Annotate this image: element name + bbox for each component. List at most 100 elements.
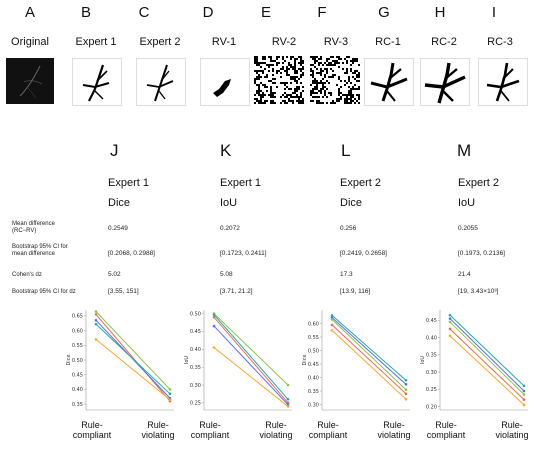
y-tick-label: 0.35 [190, 365, 201, 371]
xlabel-line: compliant [308, 430, 348, 440]
y-axis-label: IoU [184, 356, 190, 365]
data-point [522, 398, 526, 401]
thumbnail-rc-2 [420, 58, 470, 106]
y-tick-label: 0.35 [72, 402, 83, 408]
stat-cell: 0.2549 [108, 225, 128, 232]
stat-cell: [19, 3.43×10³] [458, 288, 499, 295]
xlabel-text: Rule-violating [364, 420, 424, 440]
y-tick-label: 0.40 [72, 387, 83, 393]
column-letter-m: M [457, 141, 472, 160]
series-line [213, 316, 289, 404]
data-point [168, 388, 172, 391]
data-point [286, 405, 290, 408]
y-tick-label: 0.45 [190, 329, 201, 335]
panel-title-d: RV-1 [211, 36, 237, 48]
y-tick-label: 0.50 [190, 311, 201, 317]
data-point [404, 378, 408, 382]
xlabel-line: compliant [72, 430, 112, 440]
column-metric-j: Dice [108, 197, 131, 209]
data-point [168, 398, 172, 402]
stat-cell: 21.4 [458, 271, 471, 278]
chart-l: 0.30 0.35 0.40 0.45 0.50 0.55 0.60 Dice [302, 310, 410, 411]
data-point [522, 393, 526, 396]
xlabel-line: violating [259, 430, 293, 440]
y-tick-label: 0.35 [308, 389, 319, 395]
thumbnail-original [6, 58, 54, 104]
y-tick-label: 0.25 [426, 387, 437, 393]
y-axis-label: Dice [66, 354, 72, 365]
y-tick-label: 0.45 [72, 373, 83, 379]
xlabel-rule-violating: Rule-violating [364, 420, 424, 440]
thumbnail-rv-2 [254, 56, 304, 104]
data-point [212, 346, 216, 349]
xlabel-text: Rule-compliant [298, 420, 358, 440]
series-line [95, 311, 171, 390]
column-expert-k: Expert 1 [220, 177, 261, 189]
row-label-line: Cohen's dz [12, 272, 42, 278]
row-label-line: Bootstrap 95% CI for dz [12, 289, 76, 295]
xlabel-text: Rule-violating [128, 420, 188, 440]
series-line [449, 318, 525, 392]
data-point [522, 389, 526, 393]
panel-letter-d: D [202, 4, 214, 21]
data-point [522, 384, 526, 388]
data-point [330, 316, 334, 319]
series-line [95, 314, 171, 402]
y-tick-label: 0.60 [308, 321, 319, 327]
xlabel-line: Rule- [81, 420, 103, 430]
series-line [95, 323, 171, 395]
data-point [330, 318, 334, 321]
panel-letter-a: A [24, 4, 35, 21]
y-tick-label: 0.65 [72, 314, 83, 320]
series-line [449, 328, 525, 401]
y-tick-label: 0.60 [72, 328, 83, 334]
data-point [448, 320, 452, 324]
xlabel-rule-violating: Rule-violating [128, 420, 188, 440]
column-expert-j: Expert 1 [108, 177, 149, 189]
series-line [331, 324, 407, 395]
stat-cell: [0.1723, 0.2411] [220, 250, 267, 257]
stat-cell: 0.2055 [458, 225, 478, 232]
row-label-bootstrap-ci-mean: Bootstrap 95% CI for mean difference [12, 244, 108, 258]
y-tick-label: 0.40 [426, 335, 437, 341]
column-metric-m: IoU [458, 197, 476, 209]
stat-cell: [0.2068, 0.2988] [108, 250, 155, 257]
panel-letter-i: I [491, 4, 497, 21]
row-label-line: Mean difference [12, 221, 55, 227]
y-axis-label: IoU [420, 356, 426, 365]
row-label-line: mean difference [12, 251, 55, 257]
column-expert-l: Expert 2 [340, 177, 381, 189]
panel-letter-c: C [138, 4, 150, 21]
series-line [449, 314, 525, 387]
series-line [331, 329, 407, 400]
series-line [95, 339, 171, 401]
row-label-line: (RC−RV) [12, 228, 37, 234]
xlabel-rule-compliant: Rule-compliant [62, 420, 122, 440]
y-tick-label: 0.40 [190, 347, 201, 353]
panel-letter-g: G [378, 4, 390, 21]
data-point [94, 310, 98, 313]
column-metric-k: IoU [220, 197, 238, 209]
data-point [212, 315, 216, 319]
xlabel-text: Rule-violating [246, 420, 306, 440]
data-point [94, 338, 98, 341]
panel-letter-f: F [317, 4, 327, 21]
row-label-bootstrap-ci-dz: Bootstrap 95% CI for dz [12, 289, 108, 296]
xlabel-line: Rule- [435, 420, 457, 430]
y-tick-label: 0.50 [72, 358, 83, 364]
column-letter-k: K [220, 141, 232, 160]
chart-j: 0.35 0.40 0.45 0.50 0.55 0.60 0.65 Dice [66, 310, 174, 411]
data-point [404, 392, 408, 396]
data-point [94, 318, 98, 322]
y-tick-label: 0.30 [190, 383, 201, 389]
stat-cell: 5.02 [108, 271, 121, 278]
thumbnail-rv-3 [310, 56, 360, 104]
data-point [448, 327, 452, 331]
thumbnail-expert-2 [136, 58, 186, 106]
panel-title-i: RC-3 [487, 36, 513, 48]
xlabel-line: Rule- [199, 420, 221, 430]
stat-cell: [3.55, 151] [108, 288, 139, 295]
y-tick-label: 0.50 [308, 348, 319, 354]
series-line [449, 335, 525, 406]
stat-cell: [0.1973, 0.2136] [458, 250, 505, 257]
